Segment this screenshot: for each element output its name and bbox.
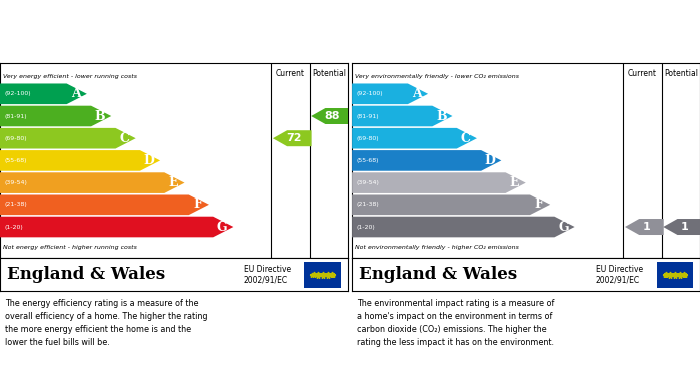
Polygon shape	[0, 150, 160, 171]
Polygon shape	[273, 130, 312, 146]
Polygon shape	[0, 84, 87, 104]
Text: (1-20): (1-20)	[356, 224, 375, 230]
Text: E: E	[169, 176, 178, 189]
Text: The environmental impact rating is a measure of
a home's impact on the environme: The environmental impact rating is a mea…	[357, 299, 554, 347]
Text: F: F	[193, 198, 202, 211]
Text: Current: Current	[628, 69, 657, 78]
Text: C: C	[120, 132, 130, 145]
Text: Not environmentally friendly - higher CO₂ emissions: Not environmentally friendly - higher CO…	[355, 245, 519, 250]
Text: EU Directive
2002/91/EC: EU Directive 2002/91/EC	[596, 265, 643, 285]
Text: Very environmentally friendly - lower CO₂ emissions: Very environmentally friendly - lower CO…	[355, 74, 519, 79]
Text: Potential: Potential	[664, 69, 698, 78]
Polygon shape	[352, 128, 477, 149]
Text: Very energy efficient - lower running costs: Very energy efficient - lower running co…	[3, 74, 136, 79]
Text: D: D	[144, 154, 155, 167]
Text: (69-80): (69-80)	[4, 136, 27, 141]
Polygon shape	[352, 217, 575, 237]
Polygon shape	[352, 172, 526, 193]
Text: A: A	[71, 87, 80, 100]
Text: England & Wales: England & Wales	[7, 266, 165, 283]
Polygon shape	[352, 84, 428, 104]
Polygon shape	[664, 219, 700, 235]
Text: D: D	[485, 154, 496, 167]
Text: B: B	[436, 109, 447, 122]
Polygon shape	[352, 106, 452, 126]
Text: (92-100): (92-100)	[356, 91, 383, 96]
Text: A: A	[412, 87, 422, 100]
Text: Energy Efficiency Rating: Energy Efficiency Rating	[5, 41, 168, 54]
Text: 88: 88	[325, 111, 340, 121]
Text: (21-38): (21-38)	[4, 202, 27, 207]
Text: EU Directive
2002/91/EC: EU Directive 2002/91/EC	[244, 265, 290, 285]
Text: B: B	[94, 109, 106, 122]
Polygon shape	[352, 150, 501, 171]
Polygon shape	[0, 128, 136, 149]
Text: Potential: Potential	[312, 69, 346, 78]
Text: England & Wales: England & Wales	[359, 266, 517, 283]
Text: (55-68): (55-68)	[4, 158, 27, 163]
Polygon shape	[0, 172, 185, 193]
Text: Current: Current	[276, 69, 305, 78]
Polygon shape	[0, 194, 209, 215]
Polygon shape	[0, 217, 233, 237]
Text: (69-80): (69-80)	[356, 136, 379, 141]
Text: The energy efficiency rating is a measure of the
overall efficiency of a home. T: The energy efficiency rating is a measur…	[5, 299, 208, 347]
Text: 1: 1	[680, 222, 688, 232]
Polygon shape	[625, 219, 664, 235]
Text: 1: 1	[642, 222, 650, 232]
Text: Environmental Impact (CO₂) Rating: Environmental Impact (CO₂) Rating	[357, 41, 589, 54]
Text: (81-91): (81-91)	[356, 113, 379, 118]
Text: F: F	[535, 198, 543, 211]
Polygon shape	[352, 194, 550, 215]
Polygon shape	[312, 108, 350, 124]
Bar	[304, 262, 341, 288]
Text: (1-20): (1-20)	[4, 224, 23, 230]
Text: (92-100): (92-100)	[4, 91, 31, 96]
Text: Not energy efficient - higher running costs: Not energy efficient - higher running co…	[3, 245, 136, 250]
Text: G: G	[217, 221, 228, 233]
Text: (81-91): (81-91)	[4, 113, 27, 118]
Text: G: G	[558, 221, 569, 233]
Text: C: C	[461, 132, 471, 145]
Text: 72: 72	[286, 133, 302, 143]
Text: E: E	[510, 176, 519, 189]
Bar	[657, 262, 693, 288]
Text: (55-68): (55-68)	[356, 158, 379, 163]
Text: (39-54): (39-54)	[4, 180, 27, 185]
Text: (39-54): (39-54)	[356, 180, 379, 185]
Polygon shape	[0, 106, 111, 126]
Text: (21-38): (21-38)	[356, 202, 379, 207]
